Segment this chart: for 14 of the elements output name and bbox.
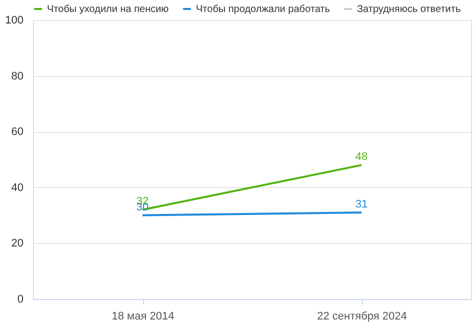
y-tick-label: 40 (11, 182, 24, 194)
data-label: 31 (355, 198, 368, 211)
data-label: 30 (136, 201, 149, 214)
x-tick-label: 22 сентября 2024 (317, 310, 407, 322)
y-tick-label: 60 (11, 126, 24, 138)
legend-label: Чтобы продолжали работать (196, 4, 330, 15)
legend-label: Затрудняюсь ответить (357, 4, 461, 15)
legend-label: Чтобы уходили на пенсию (47, 4, 170, 15)
y-tick-label: 0 (17, 294, 24, 306)
y-tick-label: 20 (11, 238, 24, 250)
y-tick-label: 80 (11, 70, 24, 82)
x-tick-label: 18 мая 2014 (112, 310, 174, 322)
y-tick-label: 100 (5, 14, 24, 26)
data-label: 48 (355, 151, 368, 164)
